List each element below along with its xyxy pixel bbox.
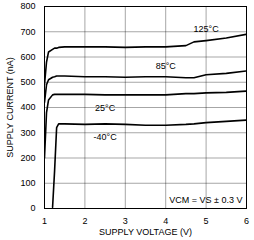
svg-text:VCM = VS ± 0.3 V: VCM = VS ± 0.3 V bbox=[169, 195, 242, 205]
svg-text:-40°C: -40°C bbox=[94, 132, 118, 142]
svg-text:100: 100 bbox=[20, 178, 35, 188]
svg-text:5: 5 bbox=[204, 216, 209, 226]
svg-text:800: 800 bbox=[20, 1, 35, 11]
svg-text:25°C: 25°C bbox=[95, 103, 116, 113]
svg-text:4: 4 bbox=[163, 216, 168, 226]
svg-text:2: 2 bbox=[82, 216, 87, 226]
svg-text:SUPPLY CURRENT (nA): SUPPLY CURRENT (nA) bbox=[5, 57, 15, 158]
svg-text:3: 3 bbox=[123, 216, 128, 226]
svg-text:300: 300 bbox=[20, 128, 35, 138]
svg-text:1: 1 bbox=[42, 216, 47, 226]
svg-text:125°C: 125°C bbox=[194, 24, 220, 34]
svg-text:0: 0 bbox=[30, 203, 35, 213]
svg-text:SUPPLY VOLTAGE (V): SUPPLY VOLTAGE (V) bbox=[99, 227, 192, 237]
svg-text:400: 400 bbox=[20, 102, 35, 112]
svg-text:700: 700 bbox=[20, 27, 35, 37]
svg-text:200: 200 bbox=[20, 153, 35, 163]
svg-text:6: 6 bbox=[244, 216, 249, 226]
svg-text:500: 500 bbox=[20, 77, 35, 87]
svg-text:600: 600 bbox=[20, 52, 35, 62]
svg-text:85°C: 85°C bbox=[156, 61, 177, 71]
